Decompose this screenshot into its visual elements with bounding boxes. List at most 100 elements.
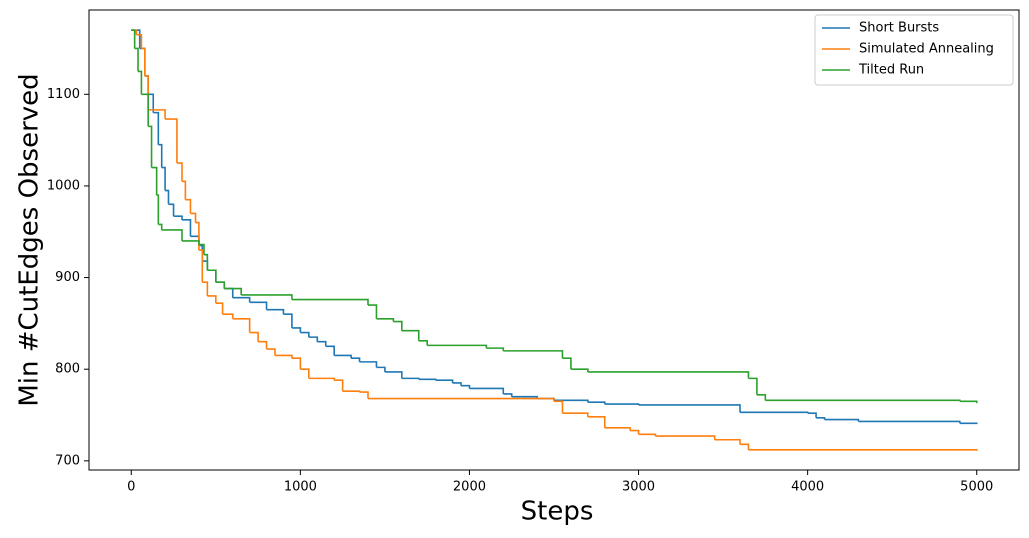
line-step	[740, 443, 750, 450]
line-step	[131, 29, 136, 49]
line-step	[291, 327, 302, 333]
line-step	[317, 340, 327, 347]
line-step	[182, 240, 200, 245]
line-step	[207, 295, 217, 304]
line-step	[401, 329, 420, 341]
line-step	[562, 412, 589, 417]
line-step	[638, 404, 741, 413]
line-step	[824, 418, 860, 422]
line-step	[587, 416, 606, 428]
line-step	[461, 384, 471, 389]
line-step	[222, 313, 234, 319]
line-step	[131, 29, 141, 49]
line-step	[740, 411, 809, 414]
line-step	[587, 371, 750, 379]
line-step	[756, 394, 767, 401]
line-step	[308, 336, 319, 342]
line-step	[165, 189, 170, 205]
line-step	[136, 33, 143, 49]
line-step	[418, 378, 437, 381]
line-step	[156, 194, 160, 225]
line-step	[359, 391, 369, 399]
line-step	[134, 47, 139, 72]
x-tick-label: 2000	[453, 480, 486, 495]
line-step	[198, 243, 205, 255]
line-step	[151, 166, 158, 196]
line-step	[232, 318, 251, 333]
line-step	[351, 357, 361, 362]
line-step	[249, 301, 268, 310]
line-step	[427, 344, 488, 349]
line-step	[207, 269, 217, 283]
line-step	[173, 215, 183, 220]
line-step	[203, 253, 209, 271]
line-step	[215, 281, 226, 289]
line-step	[562, 357, 572, 370]
line-step	[185, 198, 192, 214]
line-step	[224, 287, 242, 295]
line-step	[148, 125, 153, 168]
line-step	[520, 397, 555, 402]
plot-frame	[88, 9, 1020, 471]
line-step	[435, 379, 454, 383]
line-step	[858, 420, 961, 424]
x-tick-label: 4000	[791, 480, 824, 495]
line-step	[153, 111, 160, 145]
line-step	[714, 438, 741, 445]
line-step	[138, 70, 143, 95]
line-step	[266, 348, 276, 356]
line-step	[148, 109, 166, 120]
line-step	[232, 296, 251, 303]
line-step	[765, 399, 961, 402]
line-step	[241, 294, 293, 300]
line-step	[202, 281, 209, 296]
line-step	[748, 377, 758, 395]
line-step	[148, 93, 155, 113]
line-step	[266, 308, 285, 315]
line-step	[570, 368, 589, 372]
line-step	[401, 377, 420, 380]
line-step	[182, 180, 187, 200]
line-step	[283, 313, 293, 328]
line-step	[325, 345, 335, 356]
line-step	[141, 47, 146, 76]
line-step	[165, 118, 178, 164]
line-step	[291, 357, 302, 370]
line-step	[807, 412, 817, 418]
y-tick-label: 1100	[47, 87, 80, 102]
line-step	[452, 382, 462, 386]
line-step	[959, 400, 978, 404]
line-step	[158, 143, 163, 168]
line-step	[168, 203, 175, 217]
y-tick-label: 900	[55, 270, 80, 285]
line-step	[215, 302, 224, 315]
line-step	[207, 269, 217, 283]
line-step	[376, 318, 395, 322]
legend-label: Simulated Annealing	[859, 42, 994, 57]
y-tick-label: 700	[55, 453, 80, 468]
line-step	[638, 433, 657, 437]
x-tick-label: 5000	[960, 480, 993, 495]
line-step	[176, 162, 183, 182]
line-step	[334, 354, 352, 359]
line-step	[359, 361, 378, 368]
line-step	[275, 354, 293, 359]
legend-label: Tilted Run	[858, 63, 924, 78]
line-step	[503, 350, 564, 359]
line-step	[224, 287, 234, 298]
line-step	[291, 298, 369, 306]
line-step	[182, 219, 192, 237]
line-step	[469, 387, 505, 394]
line-step	[959, 422, 978, 425]
line-step	[418, 339, 428, 346]
line-step	[554, 400, 564, 414]
line-step	[334, 379, 344, 392]
y-tick-label: 1000	[47, 178, 80, 193]
line-step	[630, 429, 640, 435]
line-step	[384, 371, 403, 379]
line-step	[554, 399, 589, 403]
line-step	[816, 416, 826, 420]
line-step	[215, 281, 226, 289]
x-tick-label: 1000	[284, 480, 317, 495]
